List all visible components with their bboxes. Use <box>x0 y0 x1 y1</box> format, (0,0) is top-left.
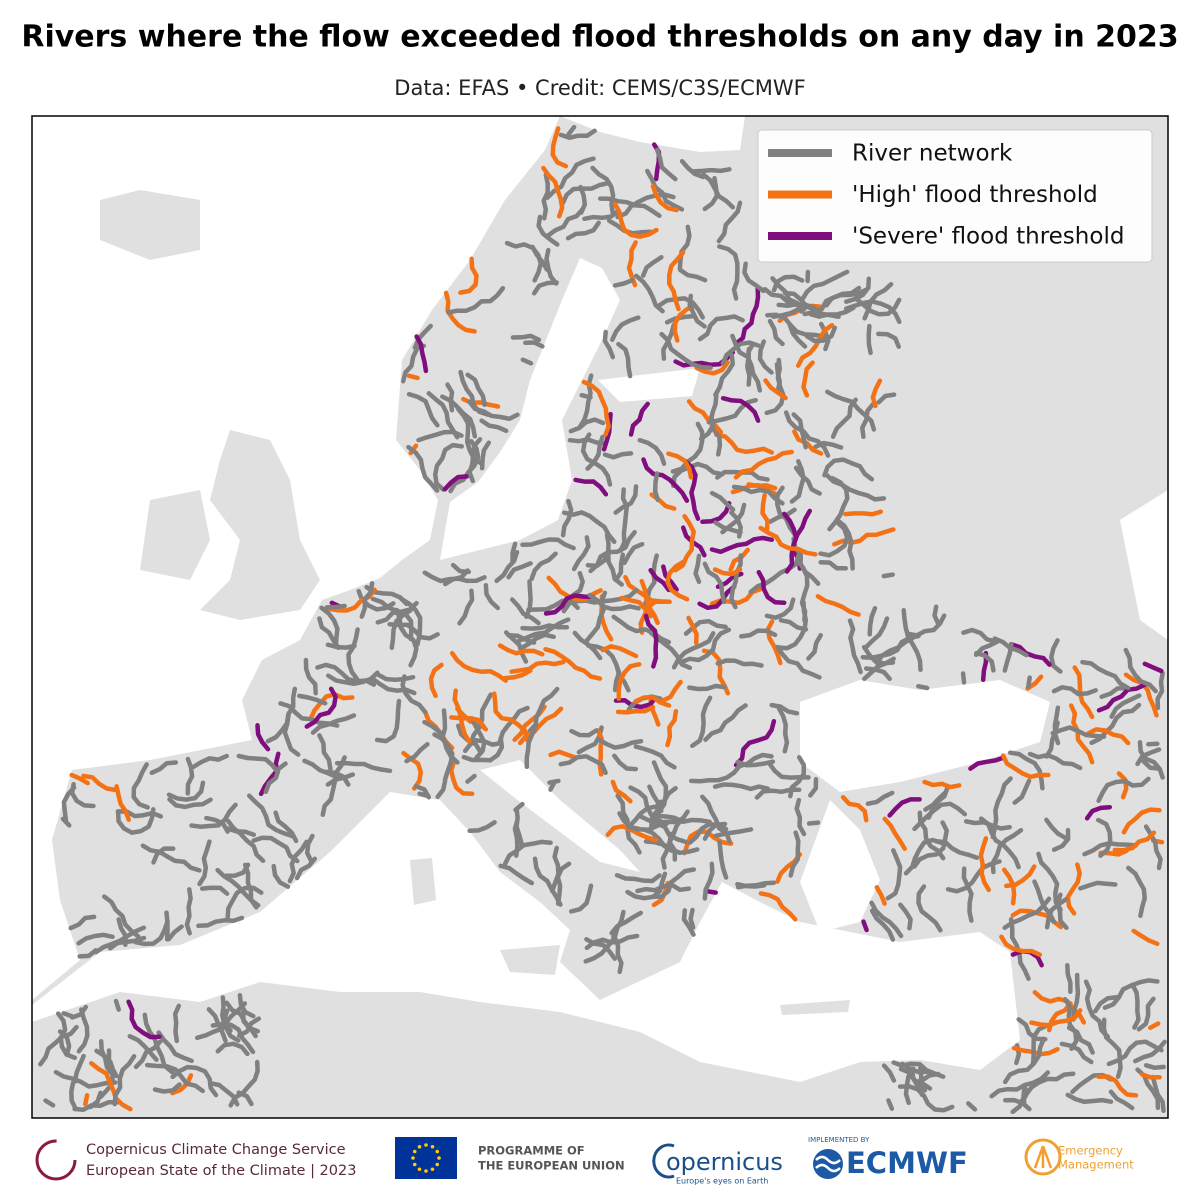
river <box>918 686 927 688</box>
river <box>550 781 559 783</box>
eu-star <box>424 1143 428 1147</box>
ecmwf-icon <box>813 1149 843 1179</box>
ecmwf-name: ECMWF <box>846 1146 968 1180</box>
river <box>809 823 818 824</box>
eu-star <box>418 1167 422 1171</box>
copernicus-tagline: Europe's eyes on Earth <box>676 1177 768 1186</box>
eu-star <box>411 1156 415 1160</box>
subtitle: Data: EFAS • Credit: CEMS/C3S/ECMWF <box>394 76 805 100</box>
eu-star <box>413 1163 417 1167</box>
eu-logo: PROGRAMME OF THE EUROPEAN UNION <box>395 1137 625 1179</box>
river <box>409 376 418 378</box>
copernicus-name: opernicus <box>666 1148 783 1176</box>
footer: Copernicus Climate Change Service Europe… <box>37 1136 1134 1186</box>
ecmwf-implemented: IMPLEMENTED BY <box>808 1136 870 1144</box>
legend-label: River network <box>852 141 1013 167</box>
river <box>707 891 716 892</box>
river <box>777 364 780 391</box>
river <box>864 922 867 930</box>
river <box>85 1095 87 1104</box>
c3s-report: European State of the Climate | 2023 <box>86 1163 356 1179</box>
eu-star <box>424 1169 428 1173</box>
c3s-logo: Copernicus Climate Change Service Europe… <box>37 1141 356 1179</box>
eu-line-2: THE EUROPEAN UNION <box>478 1159 625 1173</box>
emergency-line-2: Management <box>1058 1158 1134 1172</box>
map-layers <box>32 116 1168 1118</box>
river <box>869 326 871 353</box>
map: River network 'High' flood threshold 'Seve… <box>32 116 1168 1118</box>
river <box>1148 744 1157 745</box>
river <box>116 1001 119 1010</box>
eu-star <box>418 1145 422 1149</box>
emergency-icon-lines <box>1035 1146 1051 1168</box>
legend: River network 'High' flood threshold 'Seve… <box>758 130 1152 262</box>
eu-star <box>431 1145 435 1149</box>
legend-label: 'High' flood threshold <box>852 182 1098 208</box>
c3s-name: Copernicus Climate Change Service <box>86 1142 346 1158</box>
eu-star <box>413 1150 417 1154</box>
eu-star <box>431 1167 435 1171</box>
eu-star <box>437 1156 441 1160</box>
river <box>1146 1065 1164 1068</box>
river <box>328 645 355 648</box>
river <box>443 711 446 738</box>
river <box>175 1006 179 1041</box>
title: Rivers where the flow exceeded flood thr… <box>21 20 1178 55</box>
river <box>655 474 658 500</box>
eu-star <box>435 1150 439 1154</box>
copernicus-logo: opernicus Europe's eyes on Earth <box>654 1145 783 1186</box>
river <box>737 884 764 886</box>
river <box>691 910 694 928</box>
river <box>1028 678 1029 687</box>
c3s-icon <box>37 1141 75 1179</box>
eu-line-1: PROGRAMME OF <box>478 1144 585 1158</box>
river <box>963 674 964 683</box>
river <box>884 575 893 577</box>
river <box>327 606 345 607</box>
eu-star <box>435 1163 439 1167</box>
river <box>582 395 591 397</box>
emergency-line-1: Emergency <box>1058 1144 1123 1158</box>
river <box>845 512 881 515</box>
emergency-logo: Emergency Management <box>1026 1140 1134 1174</box>
river <box>515 820 518 855</box>
legend-label: 'Severe' flood threshold <box>852 224 1124 250</box>
ecmwf-logo: IMPLEMENTED BY ECMWF <box>808 1136 968 1180</box>
sardinia <box>410 858 436 905</box>
river <box>694 169 730 171</box>
